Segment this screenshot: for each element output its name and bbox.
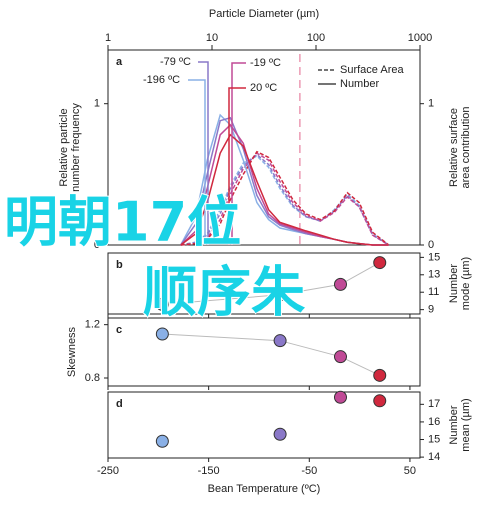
y-axis-label: Number (448, 405, 460, 444)
point (373, 368, 387, 382)
curve (180, 133, 389, 246)
y-tick-label: 1 (428, 98, 434, 110)
legend-label: Number (340, 78, 379, 90)
legend-label: Surface Area (340, 64, 404, 76)
x-tick-label: 10 (206, 32, 218, 44)
panel-letter: d (116, 398, 123, 410)
annotation-leader (198, 61, 209, 245)
annotation-leader (228, 87, 246, 245)
point (333, 277, 347, 291)
x-axis-label: Bean Temperature (ºC) (208, 483, 321, 495)
point (373, 394, 387, 408)
point (273, 288, 287, 302)
y-tick-label: 9 (428, 304, 434, 316)
y-tick-label: 14 (428, 451, 440, 463)
x-tick-label: -250 (97, 465, 119, 477)
trend-line (162, 262, 380, 305)
plot-frame (107, 391, 421, 459)
point (273, 427, 287, 441)
y-tick-label: 13 (428, 269, 440, 281)
annotation-leader (188, 79, 206, 245)
plot-frame (107, 252, 421, 315)
axis-title: Particle Diameter (µm) (209, 8, 319, 20)
overlay-text: 顺序朱 (143, 261, 306, 324)
y-tick-label: 0.8 (85, 372, 100, 384)
panel-letter: c (116, 324, 122, 336)
x-tick-label: 50 (404, 465, 416, 477)
point (273, 334, 287, 348)
x-tick-label: 1 (105, 32, 111, 44)
y-axis-label: Relative particle (58, 108, 70, 186)
y-axis-label: Relative surface (448, 108, 460, 187)
point (155, 297, 169, 311)
annotation-leader (231, 62, 246, 245)
y-tick-label: 15 (428, 433, 440, 445)
point (155, 327, 169, 341)
point (155, 434, 169, 448)
overlay-text: 明朝17位 (4, 191, 241, 254)
point (333, 390, 347, 404)
y-tick-label: 0 (428, 239, 434, 251)
y-axis-label: mode (µm) (460, 257, 472, 310)
annotation: -79 ºC (160, 56, 191, 68)
y-tick-label: 1 (94, 98, 100, 110)
curve (180, 155, 390, 246)
y-axis-label: area contribution (460, 107, 472, 189)
y-axis-label: Number (448, 264, 460, 303)
y-tick-label: 11 (428, 286, 439, 298)
y-axis-label: mean (µm) (460, 398, 472, 451)
curve (180, 153, 390, 246)
plot-frame (107, 49, 421, 246)
y-tick-label: 1.2 (85, 319, 100, 331)
annotation: -196 ºC (143, 74, 180, 86)
panel-letter: b (116, 259, 123, 271)
annotation: -19 ºC (250, 57, 281, 69)
plot-frame (107, 317, 421, 387)
y-axis-label: Skewness (66, 326, 78, 377)
point (333, 350, 347, 364)
x-tick-label: -150 (198, 465, 220, 477)
y-tick-label: 16 (428, 416, 440, 428)
legend: Surface Area Number (318, 64, 404, 90)
x-tick-label: 100 (307, 32, 325, 44)
curve (180, 150, 390, 246)
trend-line (162, 333, 380, 376)
y-axis-label: number frequency (70, 103, 82, 192)
y-tick-label: 15 (428, 251, 440, 263)
x-tick-label: -50 (301, 465, 317, 477)
y-tick-label: 17 (428, 398, 440, 410)
panel-letter: a (116, 56, 123, 68)
x-tick-label: 1000 (408, 32, 432, 44)
y-tick-label: 0 (94, 239, 100, 251)
annotation: 20 ºC (250, 82, 277, 94)
point (373, 256, 387, 270)
curve (180, 152, 390, 246)
